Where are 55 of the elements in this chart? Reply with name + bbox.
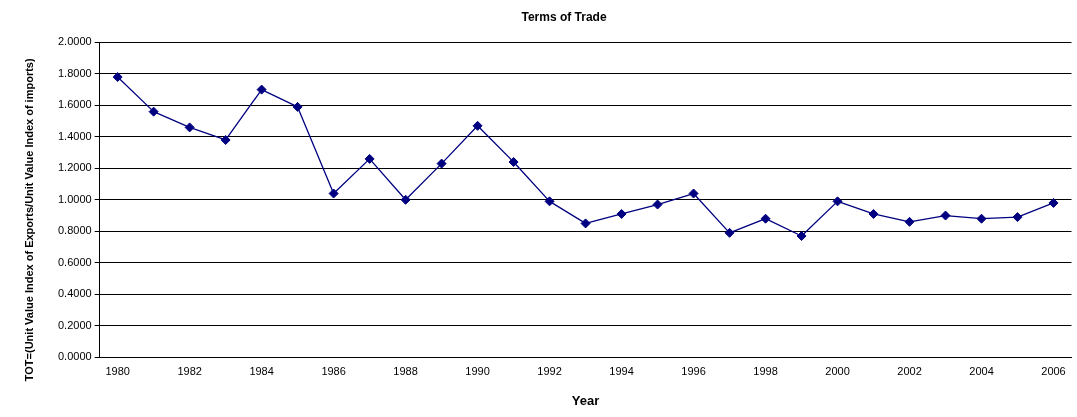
point [364, 153, 375, 164]
point [616, 208, 627, 219]
point [256, 84, 267, 95]
chart-title: Terms of Trade [521, 9, 607, 24]
y-tick-label: 1.2000 [57, 161, 92, 174]
y-tick-label: 0.4000 [57, 287, 92, 300]
point [688, 188, 699, 199]
point [148, 106, 159, 117]
point [436, 158, 447, 169]
point [1012, 212, 1023, 223]
point [652, 199, 663, 210]
y-tick-label: 0.6000 [57, 255, 92, 268]
point [1048, 197, 1059, 208]
x-tick-label: 1998 [753, 364, 778, 377]
x-tick-label: 1994 [609, 364, 634, 377]
point [472, 120, 483, 131]
point [580, 218, 591, 229]
y-tick-label: 1.8000 [57, 66, 92, 79]
x-tick-label: 2006 [1041, 364, 1066, 377]
y-tick-label: 1.0000 [57, 192, 92, 205]
y-tick-label: 0.0000 [57, 350, 92, 363]
x-tick-label: 1984 [249, 364, 274, 377]
point [220, 134, 231, 145]
point [760, 213, 771, 224]
point [976, 213, 987, 224]
point [940, 210, 951, 221]
point [400, 194, 411, 205]
point [508, 157, 519, 168]
y-tick-label: 1.4000 [57, 129, 92, 142]
x-tick-label: 1988 [393, 364, 418, 377]
point [832, 196, 843, 207]
y-tick-label: 0.2000 [57, 318, 92, 331]
point [544, 196, 555, 207]
point [112, 72, 123, 83]
x-tick-label: 1980 [105, 364, 130, 377]
point [796, 231, 807, 241]
x-tick-label: 1986 [321, 364, 346, 377]
y-axis-title: TOT=(Unit Value Index of Exports/Unit Value Index of imports) [23, 58, 36, 382]
point [328, 188, 339, 199]
point [904, 216, 915, 227]
x-tick-label: 2002 [897, 364, 922, 377]
y-tick-label: 0.8000 [57, 224, 92, 237]
x-tick-label: 1982 [177, 364, 202, 377]
x-tick-label: 2004 [969, 364, 994, 377]
y-tick-label: 2.0000 [57, 35, 92, 48]
point [868, 208, 879, 219]
point [292, 101, 303, 112]
x-tick-label: 1992 [537, 364, 562, 377]
point [184, 122, 195, 133]
y-tick-label: 1.6000 [57, 98, 92, 111]
x-axis-title: Year [571, 392, 600, 408]
point [724, 227, 735, 238]
x-tick-label: 2000 [825, 364, 850, 377]
x-tick-label: 1996 [681, 364, 706, 377]
x-tick-label: 1990 [465, 364, 490, 377]
